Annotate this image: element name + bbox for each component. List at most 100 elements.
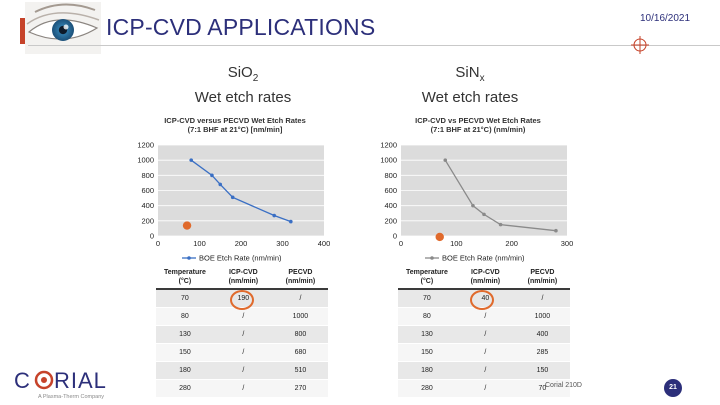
table-cell: 190 bbox=[213, 289, 273, 310]
table-cell: 510 bbox=[272, 361, 328, 380]
sio2-col-temperature: Temperature (°C) bbox=[156, 266, 214, 290]
legend-label: BOE Etch Rate (nm/min) bbox=[442, 254, 525, 263]
slide-title: ICP-CVD APPLICATIONS bbox=[106, 14, 376, 40]
sinx-col-pecvd: PECVD (nm/min) bbox=[514, 266, 570, 290]
table-cell: 180 bbox=[398, 361, 456, 380]
highlight-circle bbox=[229, 290, 254, 310]
footer-product: Corial 210D bbox=[545, 382, 582, 389]
y-tick-label: 600 bbox=[141, 186, 154, 195]
table-cell: 150 bbox=[514, 361, 570, 380]
table-row: 80 / 1000 bbox=[398, 307, 570, 326]
sio2-col-pecvd: PECVD (nm/min) bbox=[272, 266, 328, 290]
sio2-subtitle-sub: 2 bbox=[252, 73, 259, 84]
table-row: 70 40 / bbox=[398, 289, 570, 310]
table-cell: 150 bbox=[156, 343, 214, 362]
table-cell: / bbox=[514, 289, 570, 308]
table-cell: / bbox=[213, 379, 273, 398]
series-line bbox=[190, 159, 292, 223]
table-cell: 130 bbox=[156, 325, 214, 344]
table-cell: 1000 bbox=[514, 307, 570, 326]
data-point bbox=[554, 228, 558, 233]
y-tick-label: 200 bbox=[141, 216, 154, 225]
sinx-col-icpcvd: ICP-CVD (nm/min) bbox=[455, 266, 515, 290]
x-tick-label: 400 bbox=[318, 239, 331, 248]
table-row: 130 / 400 bbox=[398, 325, 570, 344]
table-cell: 1000 bbox=[272, 307, 328, 326]
sinx-subtitle-line2: Wet etch rates bbox=[421, 89, 519, 106]
sinx-col-temperature: Temperature (°C) bbox=[398, 266, 456, 290]
sio2-etch-chart: ICP-CVD versus PECVD Wet Etch Rates(7:1 … bbox=[137, 116, 331, 263]
table-cell: / bbox=[455, 325, 515, 344]
y-tick-label: 0 bbox=[393, 232, 397, 241]
page-number: 21 bbox=[664, 379, 682, 397]
corial-logo: C RIAL A Plasma-Therm Company bbox=[14, 368, 107, 400]
sio2-table: Temperature (°C) ICP-CVD (nm/min) PECVD … bbox=[156, 266, 328, 398]
table-row: 150 / 680 bbox=[156, 343, 328, 362]
chart-title: ICP-CVD vs PECVD Wet Etch Rates bbox=[415, 116, 541, 125]
x-tick-label: 300 bbox=[561, 239, 574, 248]
y-tick-label: 1000 bbox=[380, 156, 397, 165]
slide-date: 10/16/2021 bbox=[640, 13, 691, 24]
chart-title: ICP-CVD versus PECVD Wet Etch Rates bbox=[164, 116, 306, 125]
y-tick-label: 400 bbox=[141, 201, 154, 210]
chart-title-2: (7:1 BHF at 21°C) (nm/min) bbox=[431, 125, 526, 134]
table-cell: 130 bbox=[398, 325, 456, 344]
table-cell: 680 bbox=[272, 343, 328, 362]
x-tick-label: 0 bbox=[156, 239, 160, 248]
table-cell: 70 bbox=[398, 289, 456, 308]
table-cell: / bbox=[213, 307, 273, 326]
x-tick-label: 200 bbox=[235, 239, 248, 248]
sio2-subtitle-line2: Wet etch rates bbox=[194, 89, 292, 106]
y-tick-label: 600 bbox=[384, 186, 397, 195]
y-tick-label: 1000 bbox=[137, 156, 154, 165]
x-tick-label: 300 bbox=[276, 239, 289, 248]
data-point bbox=[218, 182, 223, 187]
table-cell: / bbox=[213, 325, 273, 344]
table-cell: / bbox=[455, 307, 515, 326]
table-cell: 180 bbox=[156, 361, 214, 380]
table-row: 180 / 150 bbox=[398, 361, 570, 380]
svg-text:C: C bbox=[14, 368, 31, 393]
x-tick-label: 0 bbox=[399, 239, 403, 248]
eye-icon bbox=[25, 2, 101, 54]
data-point bbox=[189, 158, 193, 162]
y-tick-label: 800 bbox=[141, 171, 154, 180]
sinx-table: Temperature (°C) ICP-CVD (nm/min) PECVD … bbox=[398, 266, 570, 398]
y-tick-label: 0 bbox=[150, 232, 154, 241]
title-accent-bar bbox=[20, 18, 25, 44]
crosshair-icon bbox=[631, 36, 649, 54]
table-cell: / bbox=[272, 289, 328, 308]
table-cell: 285 bbox=[514, 343, 570, 362]
table-cell: / bbox=[455, 379, 515, 398]
table-row: 80 / 1000 bbox=[156, 307, 328, 326]
data-point bbox=[289, 219, 293, 224]
data-point bbox=[482, 212, 486, 217]
icp-highlight-point bbox=[435, 232, 444, 242]
y-tick-label: 200 bbox=[384, 216, 397, 225]
x-tick-label: 100 bbox=[193, 239, 206, 248]
data-point bbox=[443, 158, 448, 162]
table-cell: 70 bbox=[156, 289, 214, 308]
table-cell: 800 bbox=[272, 325, 328, 344]
table-cell: 70 bbox=[514, 379, 570, 398]
svg-text:RIAL: RIAL bbox=[54, 368, 107, 393]
sio2-subtitle-o: O bbox=[241, 64, 253, 81]
table-row: 280 / 270 bbox=[156, 379, 328, 398]
legend-marker bbox=[187, 256, 191, 260]
svg-text:A Plasma-Therm Company: A Plasma-Therm Company bbox=[38, 394, 104, 400]
table-cell: / bbox=[213, 343, 273, 362]
sio2-subtitle-si: Si bbox=[227, 64, 242, 81]
legend-marker bbox=[430, 256, 434, 260]
table-cell: 400 bbox=[514, 325, 570, 344]
table-row: 70 190 / bbox=[156, 289, 328, 310]
y-tick-label: 1200 bbox=[380, 141, 397, 150]
sinx-etch-chart: ICP-CVD vs PECVD Wet Etch Rates(7:1 BHF … bbox=[380, 116, 574, 263]
y-tick-label: 800 bbox=[384, 171, 397, 180]
highlight-circle bbox=[470, 290, 495, 310]
x-tick-label: 200 bbox=[505, 239, 518, 248]
table-cell: 280 bbox=[156, 379, 214, 398]
legend-label: BOE Etch Rate (nm/min) bbox=[199, 254, 282, 263]
table-cell: 150 bbox=[398, 343, 456, 362]
x-tick-label: 100 bbox=[450, 239, 463, 248]
sinx-subtitle: SiNx Wet etch rates bbox=[405, 63, 535, 107]
